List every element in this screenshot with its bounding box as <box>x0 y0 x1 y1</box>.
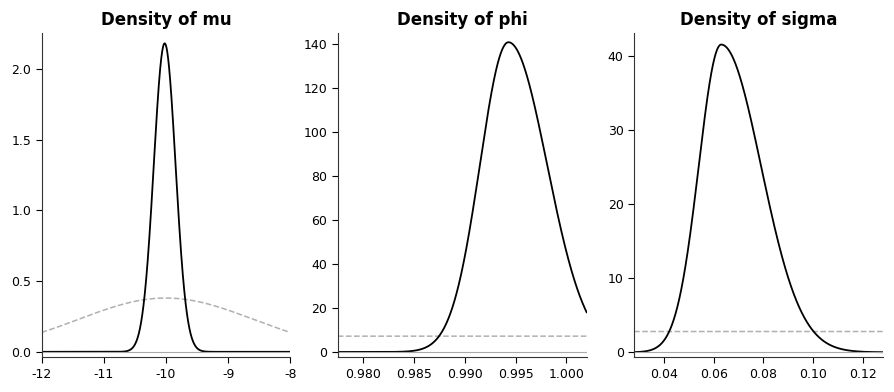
Title: Density of mu: Density of mu <box>101 11 232 29</box>
Title: Density of phi: Density of phi <box>397 11 527 29</box>
Title: Density of sigma: Density of sigma <box>679 11 837 29</box>
